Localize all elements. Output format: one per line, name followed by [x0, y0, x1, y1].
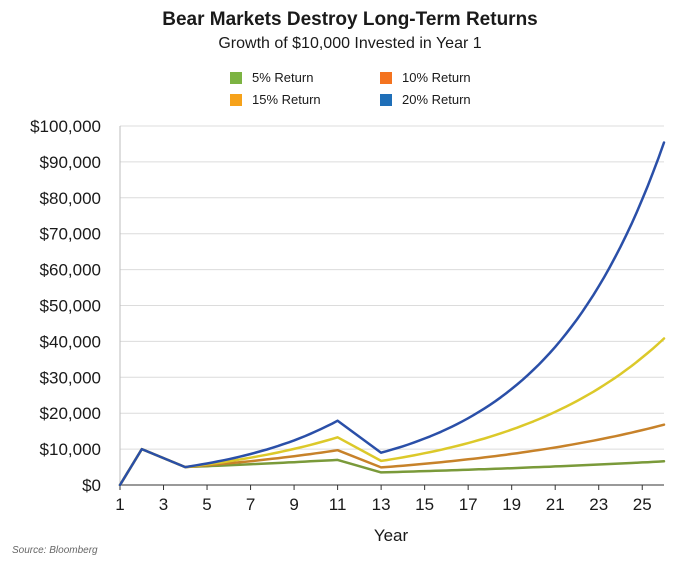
x-axis-ticks: 1 3 5 7 9 11 13 15 17 19 21 23 25 [115, 485, 652, 514]
y-tick-label: $100,000 [30, 117, 101, 136]
legend-label-20pct: 20% Return [402, 92, 471, 107]
y-tick-label: $30,000 [40, 368, 101, 387]
y-tick-label: $40,000 [40, 332, 101, 351]
x-tick-label: 21 [546, 495, 565, 514]
x-tick-label: 23 [589, 495, 608, 514]
y-tick-label: $50,000 [40, 297, 101, 316]
legend-item-20pct: 20% Return [380, 92, 471, 107]
grid-lines [119, 125, 664, 486]
x-tick-label: 5 [202, 495, 211, 514]
legend: 5% Return 10% Return 15% Return 20% Retu… [230, 70, 530, 114]
x-tick-label: 9 [289, 495, 298, 514]
x-tick-label: 7 [246, 495, 255, 514]
y-tick-label: $60,000 [40, 261, 101, 280]
y-tick-label: $90,000 [40, 153, 101, 172]
x-tick-label: 3 [159, 495, 168, 514]
y-tick-label: $20,000 [40, 404, 101, 423]
series-line-4 [118, 141, 666, 487]
legend-label-15pct: 15% Return [252, 92, 321, 107]
series-lines [118, 141, 666, 487]
legend-swatch-20pct [380, 93, 392, 106]
legend-item-10pct: 10% Return [380, 70, 471, 85]
y-tick-label: $80,000 [40, 189, 101, 208]
legend-label-5pct: 5% Return [252, 70, 314, 85]
y-tick-label: $0 [82, 476, 101, 495]
series-line-2 [118, 423, 666, 487]
source-note: Source: Bloomberg [12, 545, 98, 556]
legend-label-10pct: 10% Return [402, 70, 471, 85]
x-axis-label: Year [374, 526, 409, 545]
x-tick-label: 25 [633, 495, 652, 514]
y-tick-label: $10,000 [40, 440, 101, 459]
series-line-1 [118, 447, 666, 487]
chart-title: Bear Markets Destroy Long-Term Returns [162, 9, 538, 30]
series-line-3 [118, 337, 666, 487]
legend-item-15pct: 15% Return [230, 92, 321, 107]
legend-item-5pct: 5% Return [230, 70, 313, 85]
x-tick-label: 1 [115, 495, 124, 514]
y-axis-ticks: $0 $10,000 $20,000 $30,000 $40,000 $50,000 $60… [30, 117, 101, 495]
legend-swatch-5pct [230, 71, 242, 84]
x-tick-label: 19 [502, 495, 521, 514]
chart-subtitle: Growth of $10,000 Invested in Year 1 [218, 35, 482, 52]
y-tick-label: $70,000 [40, 225, 101, 244]
x-tick-label: 11 [329, 495, 347, 514]
x-tick-label: 17 [459, 495, 478, 514]
legend-swatch-10pct [380, 71, 392, 84]
x-tick-label: 13 [372, 495, 391, 514]
legend-swatch-15pct [230, 93, 242, 106]
x-tick-label: 15 [415, 495, 434, 514]
